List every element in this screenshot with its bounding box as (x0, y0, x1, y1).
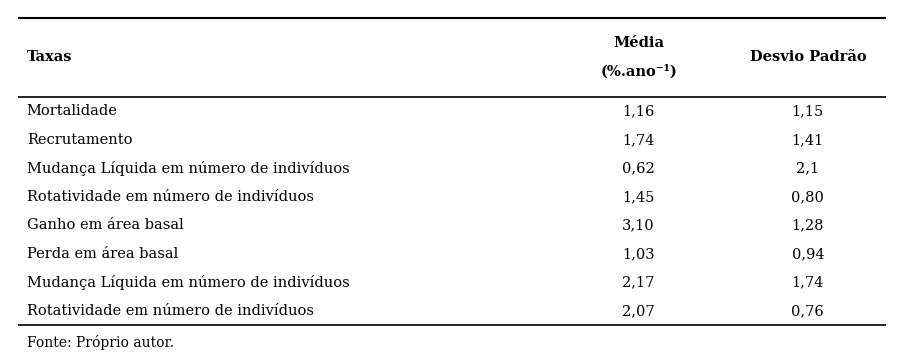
Text: Fonte: Próprio autor.: Fonte: Próprio autor. (27, 335, 173, 350)
Text: Desvio Padrão: Desvio Padrão (749, 50, 865, 64)
Text: 3,10: 3,10 (621, 219, 654, 232)
Text: 1,28: 1,28 (791, 219, 824, 232)
Text: Mudança Líquida em número de indivíduos: Mudança Líquida em número de indivíduos (27, 275, 349, 290)
Text: Taxas: Taxas (27, 50, 72, 64)
Text: Ganho em área basal: Ganho em área basal (27, 219, 183, 232)
Text: 1,03: 1,03 (621, 247, 654, 261)
Text: Recrutamento: Recrutamento (27, 133, 132, 147)
Text: 0,62: 0,62 (621, 161, 655, 175)
Text: 0,94: 0,94 (791, 247, 824, 261)
Text: Mortalidade: Mortalidade (27, 104, 117, 118)
Text: Rotatividade em número de indivíduos: Rotatividade em número de indivíduos (27, 304, 313, 318)
Text: Rotatividade em número de indivíduos: Rotatividade em número de indivíduos (27, 190, 313, 204)
Text: 0,76: 0,76 (790, 304, 824, 318)
Text: 2,1: 2,1 (796, 161, 818, 175)
Text: 1,16: 1,16 (621, 104, 654, 118)
Text: 1,45: 1,45 (621, 190, 654, 204)
Text: 0,80: 0,80 (790, 190, 824, 204)
Text: Mudança Líquida em número de indivíduos: Mudança Líquida em número de indivíduos (27, 161, 349, 176)
Text: 2,17: 2,17 (621, 275, 654, 289)
Text: (%.ano⁻¹): (%.ano⁻¹) (600, 64, 676, 78)
Text: Média: Média (612, 36, 664, 50)
Text: 1,74: 1,74 (621, 133, 654, 147)
Text: 1,74: 1,74 (791, 275, 824, 289)
Text: Perda em área basal: Perda em área basal (27, 247, 178, 261)
Text: 1,15: 1,15 (791, 104, 823, 118)
Text: 1,41: 1,41 (791, 133, 823, 147)
Text: 2,07: 2,07 (621, 304, 654, 318)
